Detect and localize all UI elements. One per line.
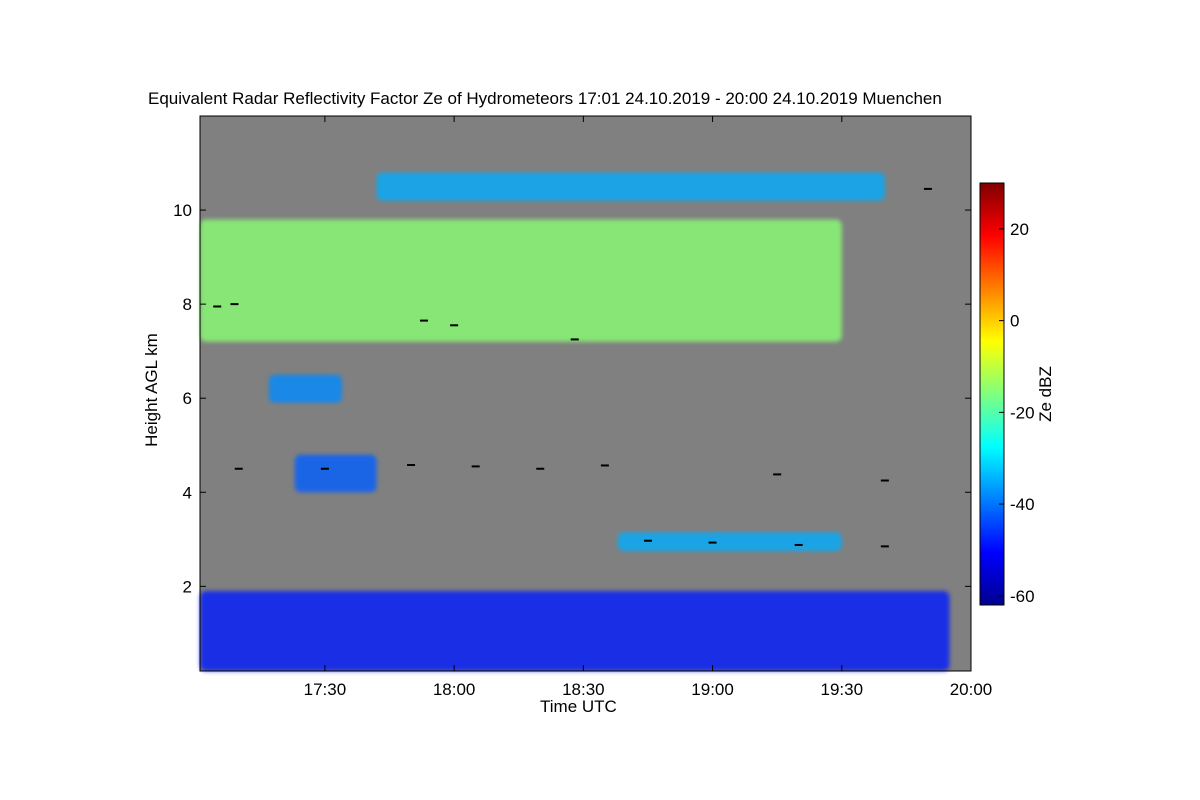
data-region — [200, 219, 842, 342]
cloud-base-marker — [708, 541, 717, 544]
x-tick-label: 19:30 — [821, 680, 864, 699]
cloud-base-marker — [773, 473, 782, 476]
cloud-base-marker — [230, 303, 239, 306]
data-region — [617, 532, 842, 552]
colorbar — [979, 182, 1005, 606]
cloud-base-marker — [880, 479, 889, 482]
cloud-base-marker — [536, 467, 545, 470]
colorbar-tick-label: 0 — [1010, 312, 1019, 331]
x-tick-label: 19:00 — [691, 680, 734, 699]
colorbar-tick-label: -40 — [1010, 495, 1035, 514]
cloud-base-marker — [450, 324, 459, 327]
data-region — [268, 374, 343, 403]
colorbar-label: Ze dBZ — [1036, 366, 1055, 422]
cloud-base-marker — [880, 545, 889, 548]
colorbar-tick-label: 20 — [1010, 220, 1029, 239]
y-tick-label: 6 — [183, 389, 192, 408]
cloud-base-marker — [471, 465, 480, 468]
chart-title: Equivalent Radar Reflectivity Factor Ze … — [148, 89, 942, 108]
y-tick-label: 4 — [183, 483, 192, 502]
cloud-base-marker — [320, 467, 329, 470]
cloud-base-marker — [570, 338, 579, 341]
cloud-base-marker — [407, 463, 416, 466]
x-axis-label: Time UTC — [540, 697, 617, 716]
x-tick-label: 18:30 — [562, 680, 605, 699]
colorbar-tick-label: -20 — [1010, 403, 1035, 422]
y-axis-label: Height AGL km — [142, 333, 161, 447]
cloud-base-marker — [643, 539, 652, 542]
plot-frame — [199, 115, 972, 672]
y-tick-label: 10 — [173, 201, 192, 220]
cloud-base-marker — [923, 187, 932, 190]
data-region — [376, 172, 885, 201]
cloud-base-marker — [213, 305, 222, 308]
cloud-base-marker — [419, 319, 428, 322]
cloud-base-marker — [234, 467, 243, 470]
y-tick-label: 8 — [183, 295, 192, 314]
x-tick-label: 18:00 — [433, 680, 476, 699]
data-region — [294, 454, 377, 493]
y-tick-label: 2 — [183, 577, 192, 596]
cloud-base-marker — [794, 543, 803, 546]
colorbar-tick-label: -60 — [1010, 587, 1035, 606]
x-tick-label: 17:30 — [304, 680, 347, 699]
data-region — [200, 591, 950, 671]
x-tick-label: 20:00 — [950, 680, 993, 699]
cloud-base-marker — [600, 464, 609, 467]
